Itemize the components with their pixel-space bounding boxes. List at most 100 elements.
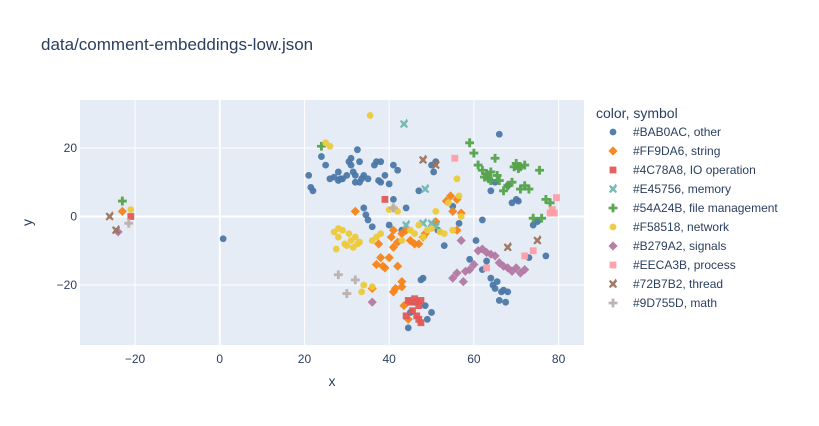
data-point <box>466 255 474 263</box>
series-9 <box>124 203 398 299</box>
legend-label: #FF9DA6, string <box>633 144 720 158</box>
data-point <box>550 209 558 217</box>
data-point <box>455 192 463 200</box>
data-point <box>397 277 407 287</box>
data-point <box>364 216 372 224</box>
legend-marker-icon <box>608 203 618 213</box>
data-point <box>390 195 397 203</box>
data-point <box>360 204 368 212</box>
legend-item[interactable]: #54A24B, file management <box>608 201 779 215</box>
data-point <box>362 211 370 219</box>
data-point <box>351 233 359 241</box>
data-point <box>457 213 465 220</box>
data-point <box>428 309 435 316</box>
data-point <box>513 164 523 173</box>
data-point <box>414 239 424 249</box>
data-point <box>484 174 494 184</box>
plot-area <box>80 100 584 345</box>
data-point <box>402 219 411 230</box>
data-point <box>542 252 550 260</box>
data-point <box>388 225 399 235</box>
data-point <box>411 295 418 303</box>
data-point <box>477 165 487 175</box>
data-point <box>486 167 496 177</box>
data-point <box>491 285 499 292</box>
data-point <box>419 274 427 282</box>
data-point <box>452 268 462 278</box>
data-point <box>495 130 503 138</box>
data-point <box>455 219 463 227</box>
data-point <box>347 154 355 162</box>
data-point <box>493 278 501 286</box>
y-axis-label: y <box>19 219 35 226</box>
legend-item[interactable]: #B279A2, signals <box>608 239 726 253</box>
data-point <box>503 241 512 252</box>
series-6 <box>113 227 530 307</box>
data-point <box>430 168 438 176</box>
data-point <box>445 191 456 201</box>
legend-item[interactable]: #E45756, memory <box>608 182 731 196</box>
data-point <box>465 138 475 148</box>
data-point <box>453 175 461 183</box>
legend-item[interactable]: #BAB0AC, other <box>609 125 721 139</box>
legend-marker-icon <box>609 261 617 269</box>
data-point <box>535 165 544 175</box>
data-point <box>415 315 423 323</box>
data-point <box>490 153 500 163</box>
legend-item[interactable]: #EECA3B, process <box>609 258 736 272</box>
data-point <box>483 257 490 265</box>
data-point <box>486 176 496 185</box>
data-points <box>105 112 560 332</box>
data-point <box>419 233 427 241</box>
data-point <box>423 315 431 323</box>
data-point <box>326 142 334 150</box>
data-point <box>504 288 512 296</box>
data-point <box>524 184 534 194</box>
data-point <box>373 239 384 249</box>
data-point <box>309 187 317 195</box>
data-point <box>394 166 402 174</box>
data-point <box>452 194 462 204</box>
data-point <box>528 213 538 223</box>
legend-label: #9D755D, math <box>633 296 717 310</box>
y-tick-label: 20 <box>64 141 78 155</box>
legend-item[interactable]: #72B7B2, thread <box>608 277 723 291</box>
data-point <box>356 238 363 246</box>
legend-item[interactable]: #F58518, network <box>609 220 730 234</box>
data-point <box>371 259 382 270</box>
legend-item[interactable]: #9D755D, math <box>608 296 717 310</box>
legend-label: #B279A2, signals <box>633 239 726 253</box>
legend-label: #4C78A8, IO operation <box>633 163 756 177</box>
legend-item[interactable]: #FF9DA6, string <box>608 144 720 158</box>
legend: color, symbol #BAB0AC, other #FF9DA6, str… <box>596 105 778 310</box>
data-point <box>421 183 430 194</box>
data-point <box>127 213 135 220</box>
data-point <box>456 235 466 246</box>
data-point <box>473 160 483 170</box>
data-point <box>390 283 401 294</box>
legend-item[interactable]: #4C78A8, IO operation <box>609 163 756 177</box>
legend-marker-icon <box>608 278 618 289</box>
data-point <box>482 169 492 179</box>
data-point <box>487 274 495 282</box>
data-point <box>440 242 448 250</box>
data-point <box>380 263 390 273</box>
legend-label: #54A24B, file management <box>633 201 778 215</box>
data-point <box>417 297 425 304</box>
legend-marker-icon <box>608 298 618 308</box>
data-point <box>402 312 410 320</box>
data-point <box>343 171 351 179</box>
x-tick-label: 60 <box>467 352 481 366</box>
data-point <box>445 199 452 207</box>
data-point <box>406 298 414 306</box>
data-point <box>388 203 398 213</box>
data-point <box>469 148 479 158</box>
legend-marker-icon <box>609 223 617 231</box>
data-point <box>553 194 560 202</box>
data-point <box>490 251 500 261</box>
data-point <box>339 226 346 234</box>
data-point <box>465 265 475 275</box>
data-point <box>332 245 340 253</box>
data-point <box>397 282 407 292</box>
